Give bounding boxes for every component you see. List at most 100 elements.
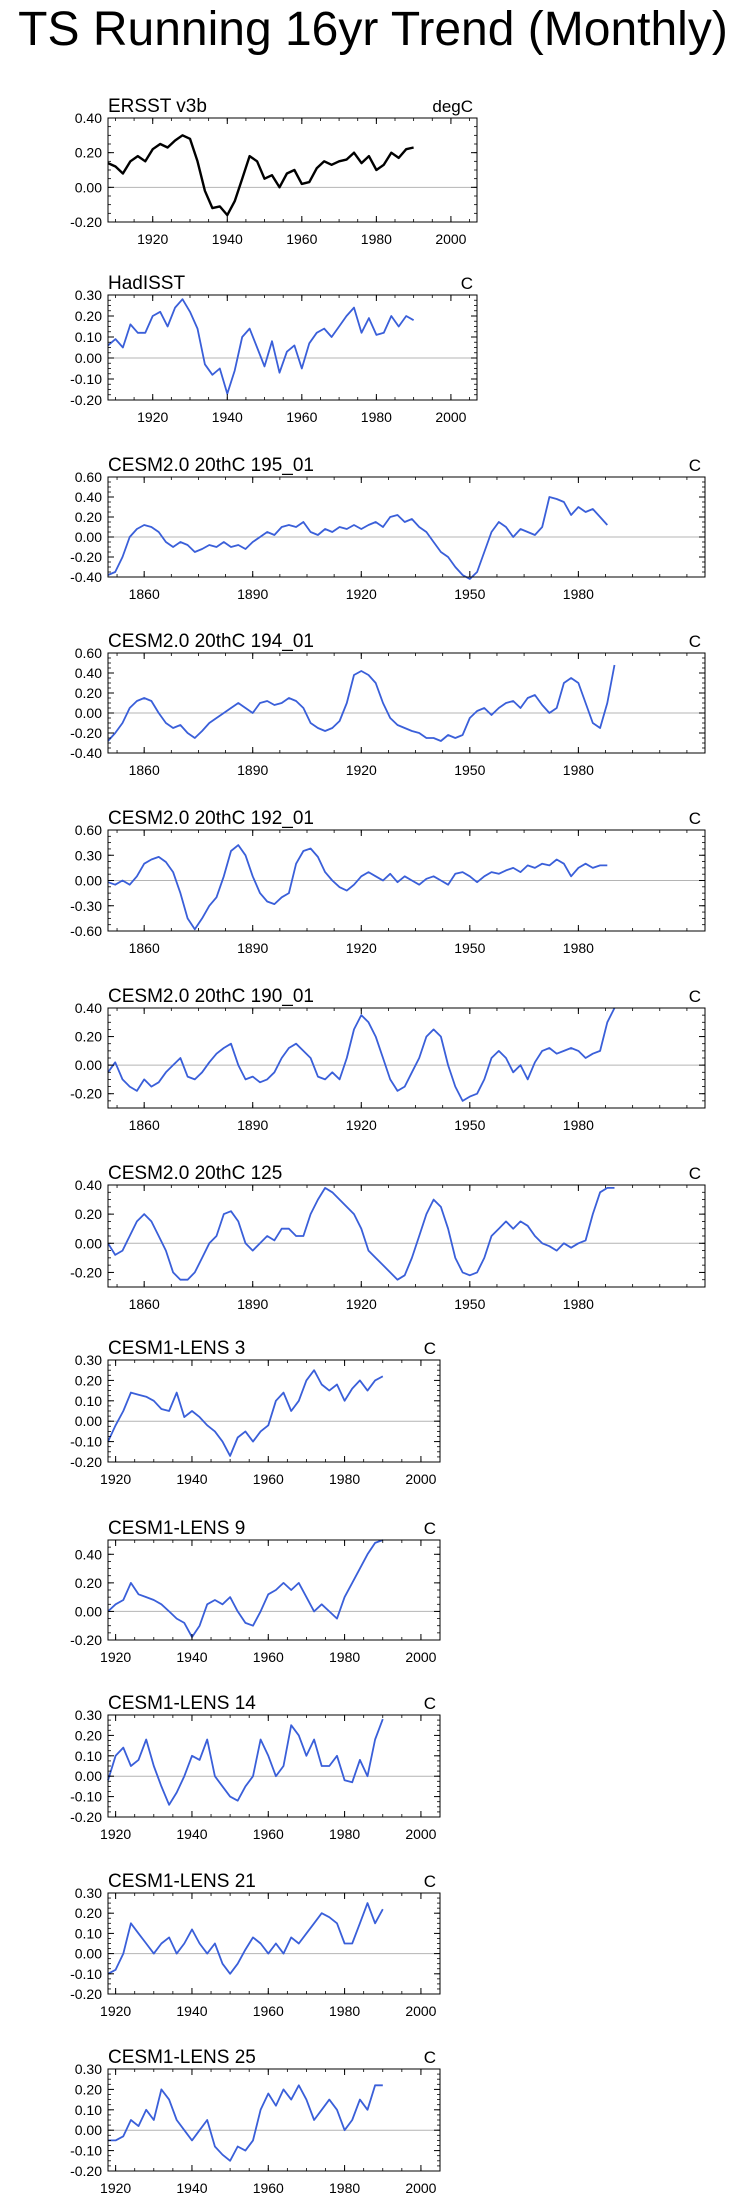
x-tick-label: 2000: [405, 1826, 436, 1842]
y-tick-label: 0.30: [75, 287, 102, 303]
y-tick-label: 0.20: [75, 1575, 102, 1591]
x-tick-label: 1940: [176, 1649, 207, 1665]
panel-title: CESM2.0 20thC 192_01: [108, 808, 314, 829]
y-tick-label: 0.20: [75, 1905, 102, 1921]
plot-frame: [107, 652, 706, 754]
x-tick-label: 1960: [253, 2180, 284, 2196]
x-tick-label: 1860: [129, 762, 160, 778]
series-line: [107, 1369, 384, 1457]
series-line: [108, 2084, 383, 2162]
y-tick-label: 0.00: [75, 1057, 102, 1073]
panel-9: -0.20 0.00 0.20 0.40 1920 1940 1960 1980 2000 CES…: [70, 1518, 441, 1665]
panel-units: C: [689, 456, 701, 475]
x-tick-label: 1960: [253, 1826, 284, 1842]
panel-title: CESM2.0 20thC 194_01: [108, 631, 314, 652]
x-tick-label: 1940: [176, 2003, 207, 2019]
panel-units: C: [424, 1519, 436, 1538]
series-line: [107, 664, 616, 742]
y-tick-label: 0.30: [75, 1352, 102, 1368]
panel-units: C: [689, 632, 701, 651]
y-tick-label: 0.60: [75, 469, 102, 485]
x-tick-label: 2000: [405, 1471, 436, 1487]
panel-11: -0.20 -0.10 0.00 0.10 0.20 0.30 1920 1940 1960 19…: [70, 1871, 441, 2019]
y-tick-label: 0.60: [75, 645, 102, 661]
y-tick-label: 0.40: [75, 665, 102, 681]
x-tick-label: 1950: [454, 940, 485, 956]
x-tick-label: 1920: [346, 1296, 377, 1312]
series-line: [107, 844, 608, 931]
x-tick-label: 1890: [237, 1117, 268, 1133]
series-line: [107, 1718, 384, 1806]
panel-1: -0.20 0.00 0.20 0.40 1920 1940 1960 1980 2000 ERS…: [70, 96, 478, 247]
x-tick-label: 2000: [435, 231, 466, 247]
x-tick-label: 1920: [100, 1826, 131, 1842]
x-tick-label: 1980: [329, 1649, 360, 1665]
panel-5: -0.60 -0.30 0.00 0.30 0.60 1860 1890 1920 1950 19…: [70, 808, 706, 956]
x-tick-label: 1980: [329, 1826, 360, 1842]
x-tick-label: 1890: [237, 762, 268, 778]
panel-units: C: [424, 2048, 436, 2067]
y-tick-label: 0.20: [75, 685, 102, 701]
y-tick-label: -0.20: [70, 549, 102, 565]
x-tick-label: 1960: [286, 409, 317, 425]
x-tick-label: 1920: [100, 1471, 131, 1487]
x-tick-label: 1890: [237, 586, 268, 602]
x-tick-label: 1860: [129, 940, 160, 956]
y-tick-label: 0.00: [75, 350, 102, 366]
panel-title: CESM1-LENS 3: [108, 1338, 245, 1359]
x-tick-label: 1890: [237, 940, 268, 956]
series-line: [107, 298, 415, 395]
panel-title: CESM1-LENS 14: [108, 1693, 256, 1714]
x-tick-label: 1980: [563, 940, 594, 956]
x-tick-label: 1920: [100, 2180, 131, 2196]
x-tick-label: 1920: [100, 2003, 131, 2019]
panel-units: C: [424, 1339, 436, 1358]
y-tick-label: 0.10: [75, 2102, 102, 2118]
plot-frame: [107, 1539, 441, 1641]
panel-title: CESM2.0 20thC 195_01: [108, 455, 314, 476]
x-tick-label: 1920: [346, 586, 377, 602]
x-tick-label: 1980: [563, 586, 594, 602]
y-tick-label: 0.00: [75, 705, 102, 721]
x-tick-label: 1980: [361, 409, 392, 425]
x-tick-label: 1920: [346, 1117, 377, 1133]
panel-units: C: [424, 1872, 436, 1891]
x-tick-label: 2000: [405, 2003, 436, 2019]
y-tick-label: 0.40: [75, 1177, 102, 1193]
y-tick-label: 0.00: [75, 2122, 102, 2138]
y-tick-label: 0.30: [75, 2061, 102, 2077]
y-tick-label: 0.40: [75, 110, 102, 126]
plot-frame: [107, 1007, 706, 1109]
x-tick-label: 2000: [435, 409, 466, 425]
y-tick-label: -0.20: [70, 1454, 102, 1470]
x-tick-label: 1980: [329, 1471, 360, 1487]
panel-title: HadISST: [108, 273, 185, 294]
x-tick-label: 1860: [129, 1117, 160, 1133]
panel-units: C: [689, 1164, 701, 1183]
panel-title: CESM1-LENS 9: [108, 1518, 245, 1539]
y-tick-label: -0.10: [70, 2143, 102, 2159]
y-tick-label: 0.30: [75, 1885, 102, 1901]
y-tick-label: -0.10: [70, 1434, 102, 1450]
y-tick-label: 0.30: [75, 847, 102, 863]
y-tick-label: -0.10: [70, 1966, 102, 1982]
x-tick-label: 1960: [253, 2003, 284, 2019]
y-tick-label: -0.10: [70, 371, 102, 387]
y-tick-label: 0.20: [75, 1727, 102, 1743]
x-tick-label: 1980: [361, 231, 392, 247]
y-tick-label: -0.20: [70, 1809, 102, 1825]
series-line: [107, 1902, 384, 1975]
panel-4: -0.40 -0.20 0.00 0.20 0.40 0.60 1860 1890 1920 19…: [70, 631, 706, 778]
x-tick-label: 1980: [563, 762, 594, 778]
panel-3: -0.40 -0.20 0.00 0.20 0.40 0.60 1860 1890 1920 19…: [70, 455, 706, 602]
x-tick-label: 2000: [405, 1649, 436, 1665]
x-tick-label: 1920: [137, 409, 168, 425]
panel-title: CESM1-LENS 21: [108, 1871, 256, 1892]
x-tick-label: 1860: [129, 586, 160, 602]
y-tick-label: 0.00: [75, 1946, 102, 1962]
y-tick-label: -0.40: [70, 569, 102, 585]
series-line: [107, 1539, 384, 1638]
y-tick-label: -0.30: [70, 898, 102, 914]
y-tick-label: 0.20: [75, 1206, 102, 1222]
